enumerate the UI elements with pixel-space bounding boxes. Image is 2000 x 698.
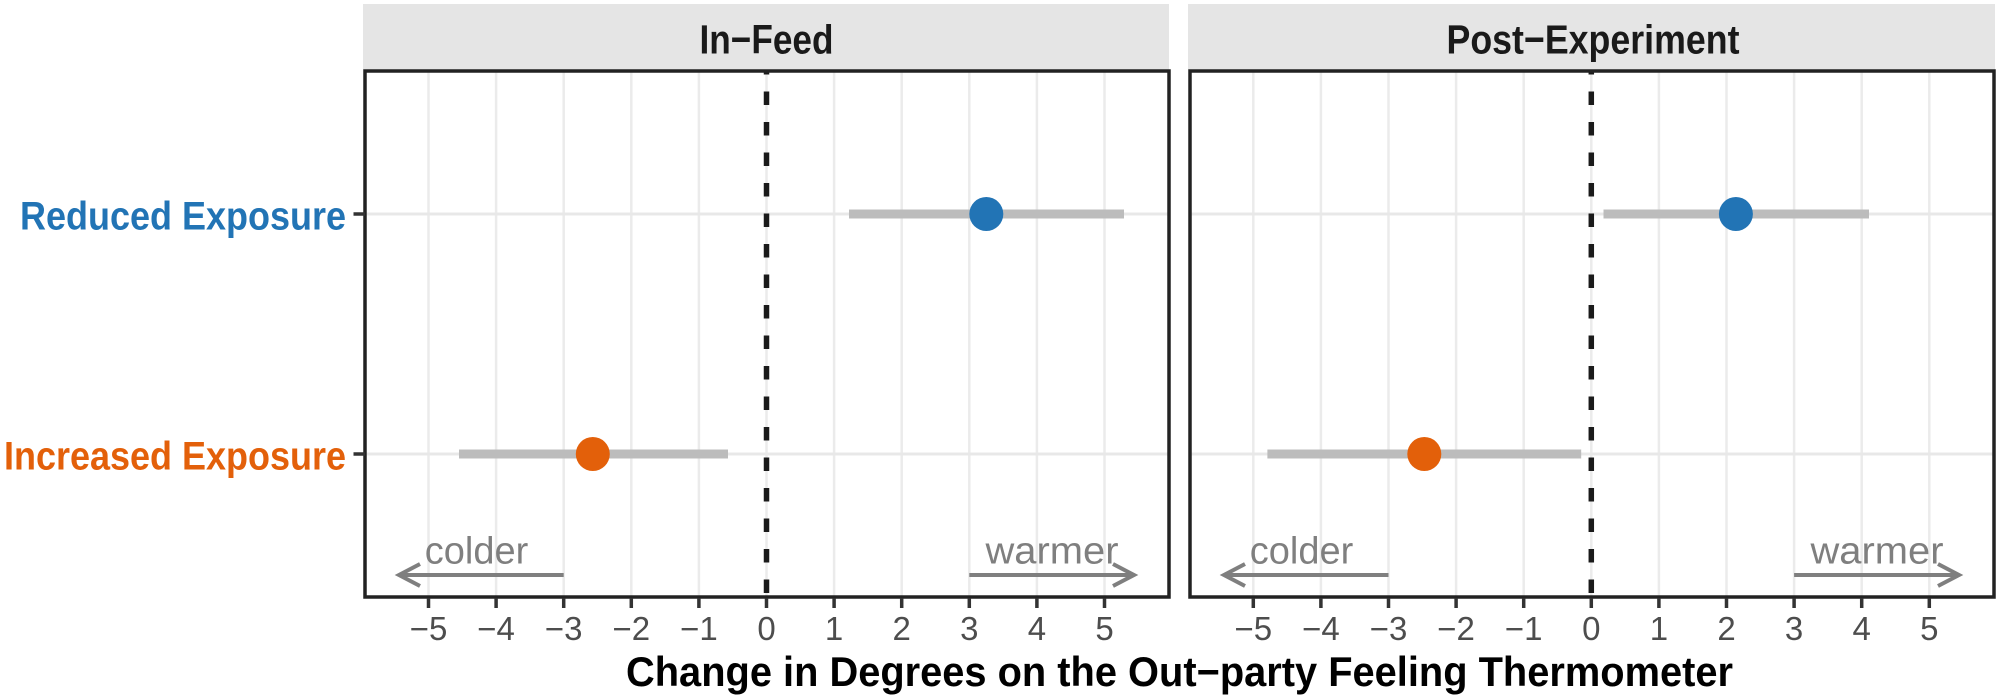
- svg-text:−2: −2: [612, 610, 650, 647]
- svg-text:0: 0: [757, 610, 775, 647]
- svg-text:−2: −2: [1437, 610, 1475, 647]
- svg-text:−5: −5: [1234, 610, 1272, 647]
- svg-text:−1: −1: [1505, 610, 1543, 647]
- svg-text:−1: −1: [680, 610, 718, 647]
- svg-text:5: 5: [1095, 610, 1113, 647]
- svg-text:4: 4: [1853, 610, 1871, 647]
- svg-text:In−Feed: In−Feed: [700, 17, 834, 63]
- svg-text:2: 2: [893, 610, 911, 647]
- svg-text:−3: −3: [1370, 610, 1408, 647]
- svg-text:0: 0: [1582, 610, 1600, 647]
- svg-text:Post−Experiment: Post−Experiment: [1447, 17, 1740, 63]
- svg-text:2: 2: [1717, 610, 1735, 647]
- svg-text:warmer: warmer: [984, 531, 1118, 573]
- svg-text:Change in Degrees on the Out−p: Change in Degrees on the Out−party Feeli…: [626, 648, 1733, 695]
- svg-text:−4: −4: [1302, 610, 1340, 647]
- svg-text:5: 5: [1920, 610, 1938, 647]
- svg-text:1: 1: [1650, 610, 1668, 647]
- svg-text:1: 1: [825, 610, 843, 647]
- svg-text:3: 3: [960, 610, 978, 647]
- svg-text:−5: −5: [410, 610, 448, 647]
- svg-text:Increased Exposure: Increased Exposure: [4, 435, 346, 479]
- svg-text:warmer: warmer: [1809, 531, 1943, 573]
- svg-text:colder: colder: [1250, 531, 1354, 573]
- svg-text:4: 4: [1028, 610, 1046, 647]
- svg-text:−4: −4: [477, 610, 515, 647]
- svg-text:colder: colder: [425, 531, 529, 573]
- svg-text:−3: −3: [545, 610, 583, 647]
- svg-text:3: 3: [1785, 610, 1803, 647]
- svg-text:Reduced Exposure: Reduced Exposure: [20, 195, 346, 239]
